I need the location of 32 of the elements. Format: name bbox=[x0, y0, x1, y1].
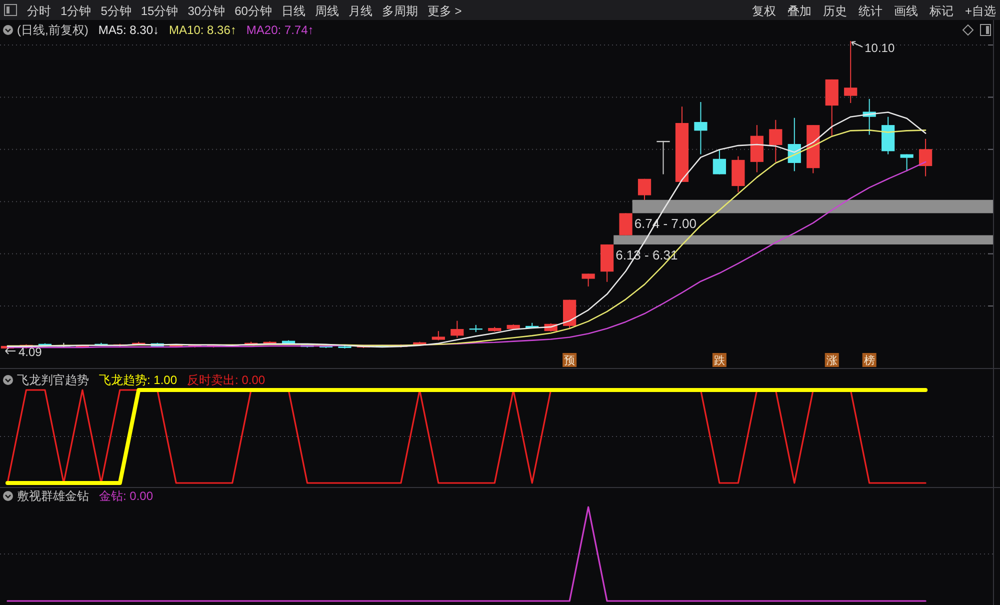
text: 60分钟 bbox=[234, 4, 272, 18]
chart-title: 敷视群雄金钻 bbox=[17, 489, 89, 503]
text: 5分钟 bbox=[100, 4, 132, 18]
series-label: 飞龙趋势: 1.00 bbox=[99, 373, 178, 387]
text: MA10: 8.36↑ bbox=[169, 23, 236, 37]
text: 15分钟 bbox=[140, 4, 178, 18]
category-label: 跌 bbox=[712, 353, 726, 367]
text: 历史 bbox=[822, 4, 847, 18]
text: 日线 bbox=[281, 4, 306, 18]
text: MA5: 8.30↓ bbox=[98, 23, 160, 37]
text: 金钻: 0.00 bbox=[99, 489, 154, 503]
text: 叠加 bbox=[787, 4, 812, 18]
text: 画线 bbox=[894, 4, 918, 18]
text: MA20: 7.74↑ bbox=[246, 23, 314, 37]
annotation: 10.10 bbox=[864, 41, 895, 55]
category-label: 涨 bbox=[824, 353, 839, 367]
text: +自选 bbox=[964, 4, 996, 18]
category-label: 预 bbox=[562, 353, 577, 367]
series-label: 反时卖出: 0.00 bbox=[187, 373, 266, 387]
text: 1分钟 bbox=[60, 4, 92, 18]
text: 30分钟 bbox=[188, 4, 226, 18]
text: 更多 > bbox=[427, 4, 462, 18]
text: 周线 bbox=[314, 4, 339, 18]
text: 多周期 bbox=[382, 4, 418, 18]
text: 统计 bbox=[858, 4, 882, 18]
category-label: 榜 bbox=[862, 353, 876, 367]
text: 复权 bbox=[752, 4, 776, 18]
chart-title: 飞龙判官趋势 bbox=[17, 373, 89, 387]
chart-title: (日线,前复权) bbox=[17, 23, 88, 37]
text: 标记 bbox=[928, 4, 954, 18]
text: 分时 bbox=[27, 4, 51, 18]
text: 月线 bbox=[348, 4, 372, 18]
